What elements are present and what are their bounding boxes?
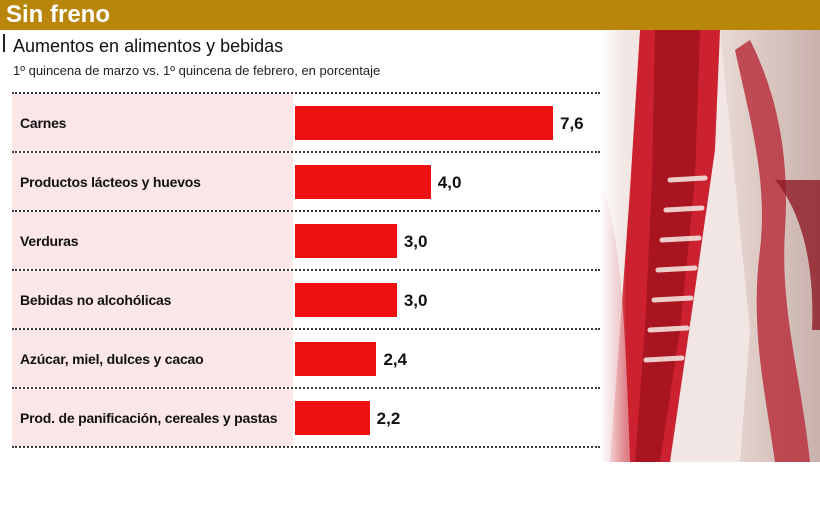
category-label: Azúcar, miel, dulces y cacao [20,351,204,367]
bar-productos-lacteos-y-huevos [295,165,431,199]
row-separator [12,387,600,389]
value-label: 2,2 [376,409,401,428]
bar-prod-de-panificacion [295,401,370,435]
value-label: 7,6 [560,114,584,133]
row-separator [12,151,600,153]
row-background [12,330,293,387]
title-bracket [3,34,5,52]
row-background [12,389,293,446]
category-label: Prod. de panificación, cereales y pastas [20,410,278,426]
chart-subtitle: 1º quincena de marzo vs. 1º quincena de … [13,63,381,78]
value-label: 3,0 [403,232,428,251]
bar-azucar-miel-dulces-y-cacao [295,342,377,376]
row-separator [12,92,600,94]
value-label: 4,0 [437,173,462,192]
category-label: Carnes [20,115,67,131]
banner-title: Sin freno [6,1,111,28]
category-label: Verduras [20,233,79,249]
bar-verduras [295,224,397,258]
bar-carnes [295,106,553,140]
value-label: 2,4 [383,350,408,369]
row-separator [12,210,600,212]
row-background [12,153,293,210]
meat-carcass-photo [600,30,820,462]
category-label: Bebidas no alcohólicas [20,292,172,308]
row-background [12,94,293,151]
row-background [12,271,293,328]
value-label: 3,0 [403,291,428,310]
header-banner: Sin freno [0,0,820,30]
row-background [12,212,293,269]
bar-bebidas-no-alcoholicas [295,283,397,317]
row-separator [12,269,600,271]
chart-title: Aumentos en alimentos y bebidas [13,36,284,56]
row-separator [12,446,600,448]
category-label: Productos lácteos y huevos [20,174,201,190]
row-separator [12,328,600,330]
